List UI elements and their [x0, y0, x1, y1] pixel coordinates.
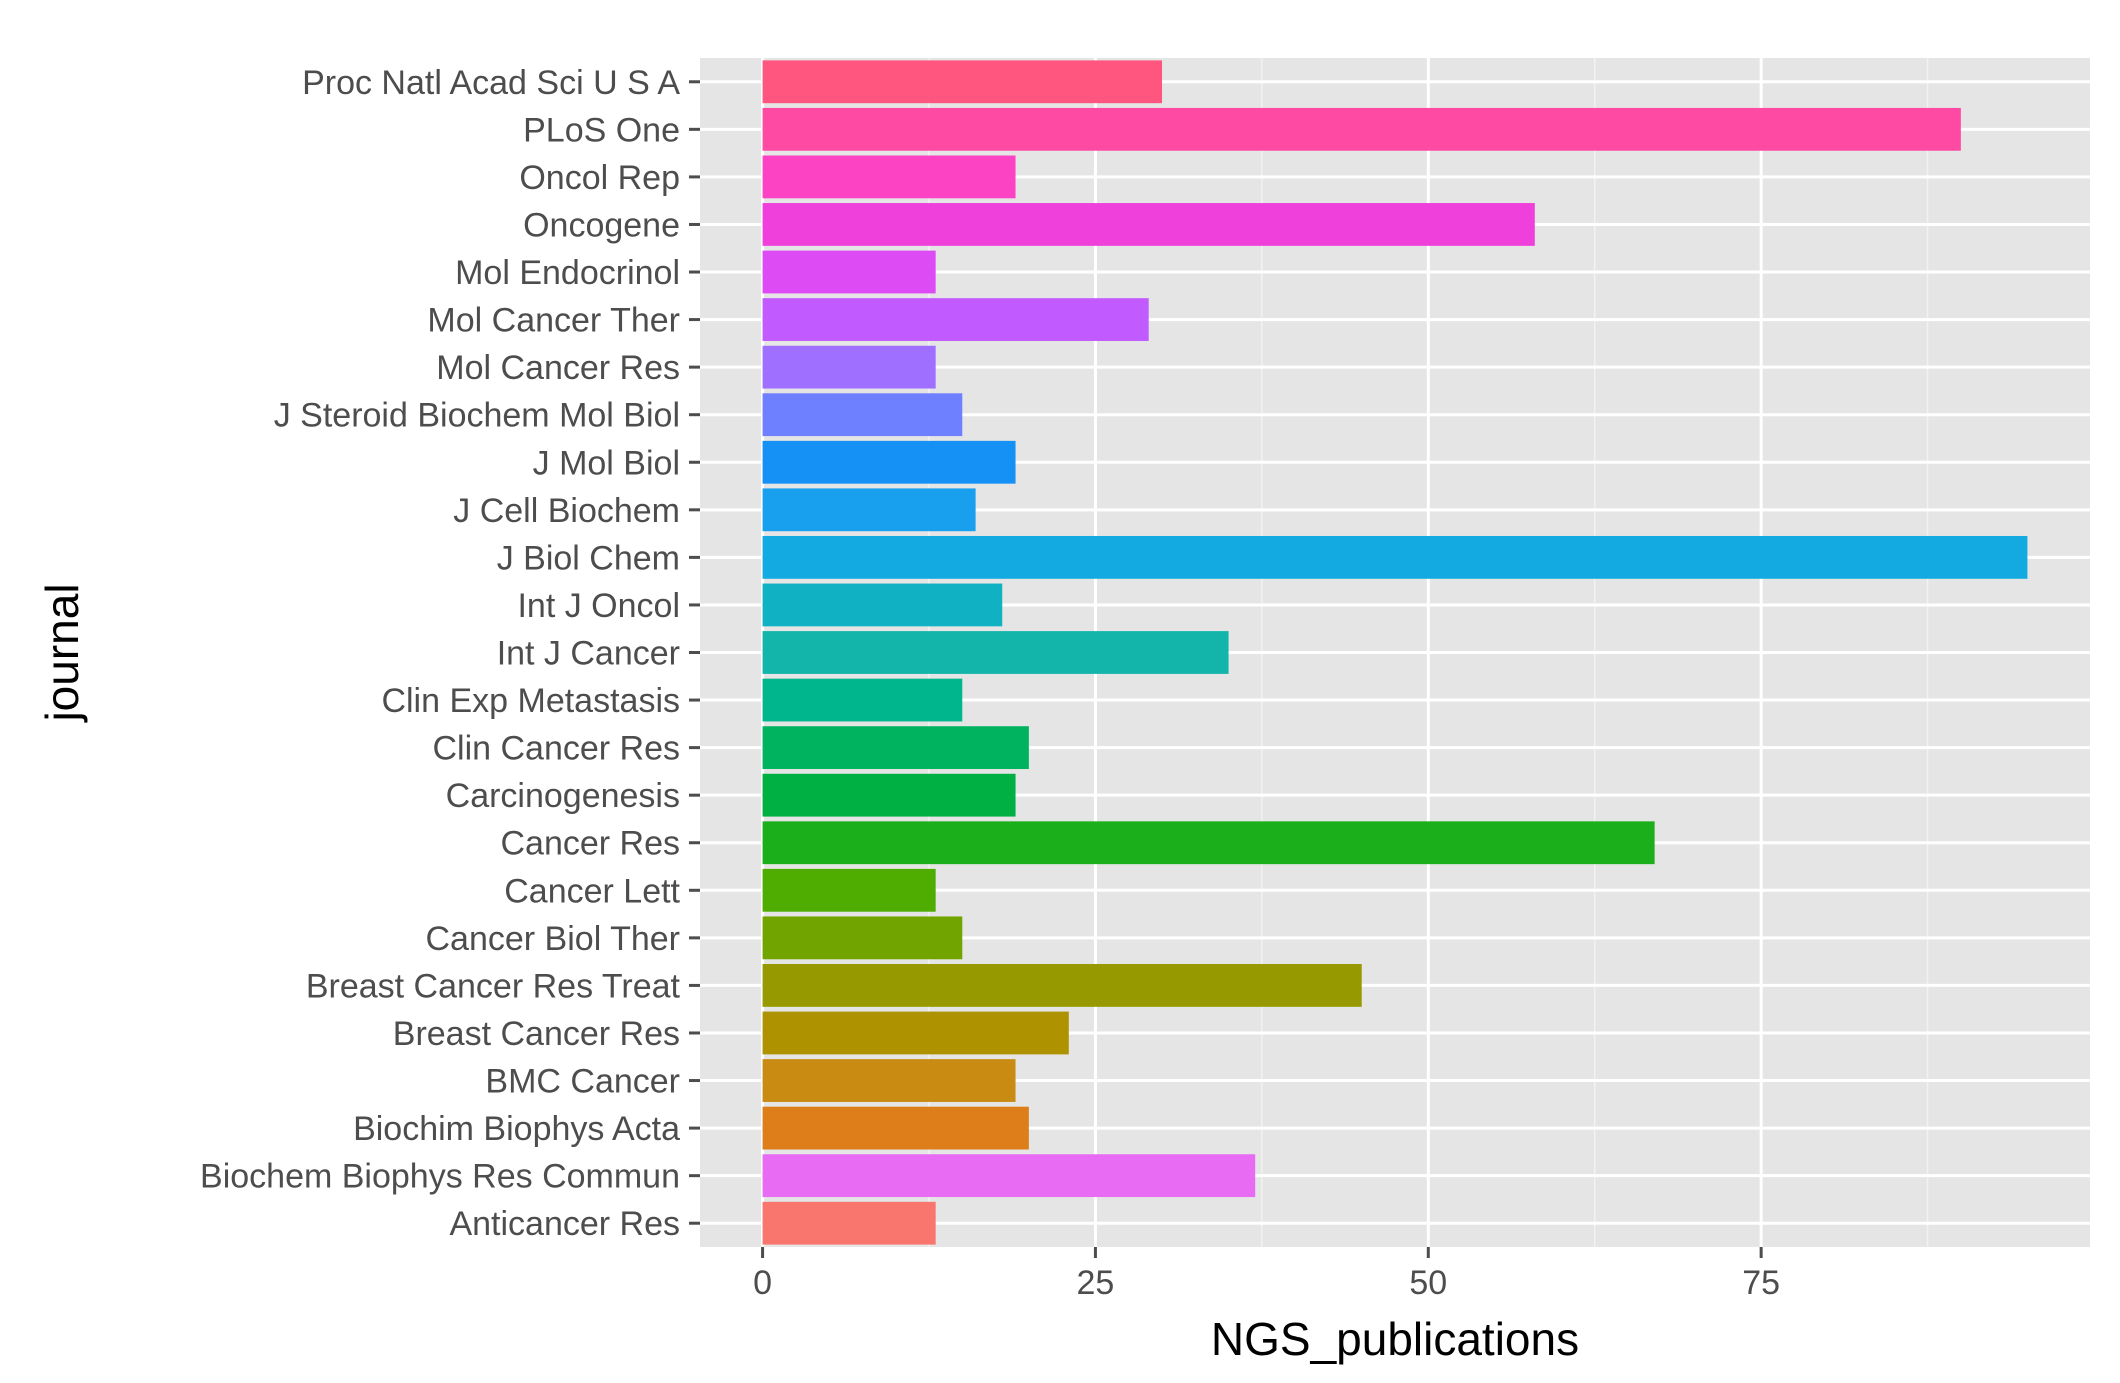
y-tick-label: Breast Cancer Res — [393, 1015, 680, 1053]
bars — [762, 60, 2028, 1245]
bar-cancer-res — [762, 821, 1655, 865]
y-tick-label: Mol Endocrinol — [455, 254, 680, 292]
y-tick-label: Biochim Biophys Acta — [353, 1110, 680, 1148]
y-tick-label: Oncol Rep — [519, 159, 680, 197]
y-tick-label: J Cell Biochem — [453, 492, 680, 530]
y-tick-label: J Steroid Biochem Mol Biol — [274, 397, 680, 435]
bar-int-j-oncol — [762, 583, 1003, 627]
bar-bmc-cancer — [762, 1059, 1016, 1102]
y-tick-label: BMC Cancer — [485, 1063, 680, 1101]
bar-proc-natl-acad-sci-u-s-a — [762, 60, 1163, 104]
x-tick-label: 75 — [1742, 1264, 1780, 1302]
y-tick-label: Int J Cancer — [497, 635, 680, 673]
bar-j-biol-chem — [762, 535, 2028, 579]
bar-cancer-biol-ther — [762, 916, 963, 960]
x-tick-label: 25 — [1077, 1264, 1115, 1302]
x-tick-label: 50 — [1409, 1264, 1447, 1302]
bar-clin-cancer-res — [762, 726, 1029, 770]
bar-oncol-rep — [762, 155, 1016, 199]
bar-int-j-cancer — [762, 631, 1229, 674]
bar-plos-one — [762, 107, 1961, 151]
bar-j-steroid-biochem-mol-biol — [762, 393, 963, 437]
bar-clin-exp-metastasis — [762, 678, 963, 722]
y-tick-label: Anticancer Res — [449, 1205, 680, 1243]
y-tick-label: J Mol Biol — [533, 444, 680, 482]
bar-carcinogenesis — [762, 773, 1016, 817]
bar-biochim-biophys-acta — [762, 1106, 1029, 1150]
y-axis-title: journal — [36, 583, 88, 723]
y-tick-label: Proc Natl Acad Sci U S A — [302, 64, 680, 102]
y-tick-label: Breast Cancer Res Treat — [306, 967, 681, 1005]
x-axis-title: NGS_publications — [1211, 1313, 1579, 1365]
bar-cancer-lett — [762, 868, 936, 912]
y-tick-label: PLoS One — [523, 111, 680, 149]
bar-oncogene — [762, 203, 1535, 246]
bar-breast-cancer-res-treat — [762, 964, 1362, 1007]
bar-j-cell-biochem — [762, 488, 976, 532]
y-tick-label: Biochem Biophys Res Commun — [200, 1158, 680, 1196]
y-tick-label: Carcinogenesis — [446, 777, 680, 815]
y-tick-label: Clin Cancer Res — [432, 730, 680, 768]
x-tick-label: 0 — [753, 1264, 772, 1302]
y-tick-label: Clin Exp Metastasis — [381, 682, 680, 720]
y-tick-label: Oncogene — [523, 206, 680, 244]
y-tick-label: J Biol Chem — [497, 539, 680, 577]
bar-anticancer-res — [762, 1201, 936, 1245]
x-axis: 0 25 50 75 — [753, 1247, 1780, 1302]
bar-j-mol-biol — [762, 440, 1016, 484]
bar-mol-endocrinol — [762, 250, 936, 294]
y-axis: Anticancer Res Biochem Biophys Res Commun… — [200, 64, 700, 1243]
y-tick-label: Mol Cancer Res — [436, 349, 680, 387]
bar-biochem-biophys-res-commun — [762, 1154, 1256, 1198]
bar-mol-cancer-res — [762, 345, 936, 389]
y-tick-label: Cancer Res — [500, 825, 680, 863]
y-tick-label: Mol Cancer Ther — [427, 302, 680, 340]
y-tick-label: Int J Oncol — [517, 587, 680, 625]
bar-mol-cancer-ther — [762, 298, 1149, 341]
y-tick-label: Cancer Lett — [504, 872, 680, 910]
bar-breast-cancer-res — [762, 1011, 1069, 1055]
y-tick-label: Cancer Biol Ther — [426, 920, 681, 958]
